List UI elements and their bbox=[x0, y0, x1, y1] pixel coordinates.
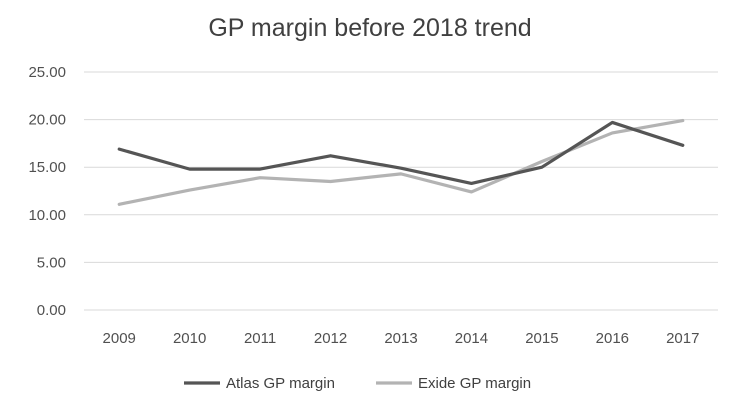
legend-label-atlas-gp-margin: Atlas GP margin bbox=[226, 375, 335, 392]
y-tick-label: 0.00 bbox=[37, 302, 66, 319]
x-tick-label: 2010 bbox=[173, 330, 206, 347]
x-tick-label: 2012 bbox=[314, 330, 347, 347]
series-line-exide-gp-margin bbox=[117, 118, 685, 206]
x-tick-label: 2017 bbox=[666, 330, 699, 347]
x-tick-label: 2011 bbox=[244, 330, 276, 347]
y-tick-label: 25.00 bbox=[28, 64, 66, 81]
x-tick-label: 2014 bbox=[455, 330, 488, 347]
series-lines bbox=[117, 118, 685, 206]
y-tick-label: 10.00 bbox=[28, 207, 66, 224]
legend-label-exide-gp-margin: Exide GP margin bbox=[418, 375, 531, 392]
y-tick-label: 5.00 bbox=[37, 254, 66, 271]
x-tick-label: 2015 bbox=[525, 330, 558, 347]
series-line-atlas-gp-margin bbox=[117, 120, 685, 185]
y-axis-tick-labels: 0.00 5.00 10.00 15.00 20.00 25.00 bbox=[28, 64, 66, 319]
y-tick-label: 20.00 bbox=[28, 112, 66, 129]
x-axis-tick-labels: 2009 2010 2011 2012 2013 2014 2015 2016 2017 bbox=[103, 330, 700, 347]
chart-title: GP margin before 2018 trend bbox=[208, 14, 532, 42]
x-tick-label: 2013 bbox=[384, 330, 417, 347]
y-tick-label: 15.00 bbox=[28, 159, 66, 176]
legend: Atlas GP margin Exide GP margin bbox=[184, 375, 531, 392]
x-tick-label: 2016 bbox=[596, 330, 629, 347]
x-tick-label: 2009 bbox=[103, 330, 136, 347]
